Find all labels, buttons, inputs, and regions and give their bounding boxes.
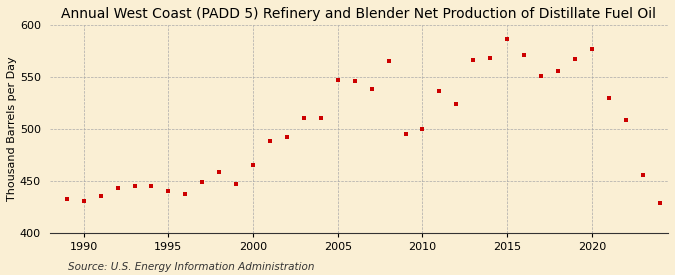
Point xyxy=(468,58,479,62)
Point xyxy=(400,132,411,136)
Point xyxy=(315,116,326,120)
Point xyxy=(502,37,512,42)
Point xyxy=(265,139,275,143)
Point xyxy=(570,57,580,61)
Point xyxy=(451,101,462,106)
Point xyxy=(417,126,428,131)
Point xyxy=(281,135,292,139)
Point xyxy=(231,182,242,186)
Point xyxy=(112,186,123,190)
Point xyxy=(485,56,495,60)
Point xyxy=(620,118,631,123)
Y-axis label: Thousand Barrels per Day: Thousand Barrels per Day xyxy=(7,56,17,201)
Point xyxy=(536,73,547,78)
Point xyxy=(298,116,309,120)
Point xyxy=(180,192,191,196)
Point xyxy=(214,170,225,175)
Point xyxy=(603,95,614,100)
Point xyxy=(637,173,648,178)
Point xyxy=(146,184,157,188)
Point xyxy=(383,59,394,64)
Point xyxy=(332,78,343,82)
Point xyxy=(654,201,665,206)
Point xyxy=(95,194,106,198)
Point xyxy=(61,197,72,202)
Point xyxy=(197,180,208,184)
Point xyxy=(163,189,174,193)
Point xyxy=(248,163,259,167)
Text: Source: U.S. Energy Information Administration: Source: U.S. Energy Information Administ… xyxy=(68,262,314,272)
Point xyxy=(518,53,529,57)
Point xyxy=(553,68,564,73)
Title: Annual West Coast (PADD 5) Refinery and Blender Net Production of Distillate Fue: Annual West Coast (PADD 5) Refinery and … xyxy=(61,7,657,21)
Point xyxy=(78,199,89,204)
Point xyxy=(129,184,140,188)
Point xyxy=(350,79,360,83)
Point xyxy=(367,87,377,92)
Point xyxy=(434,89,445,94)
Point xyxy=(587,46,597,51)
